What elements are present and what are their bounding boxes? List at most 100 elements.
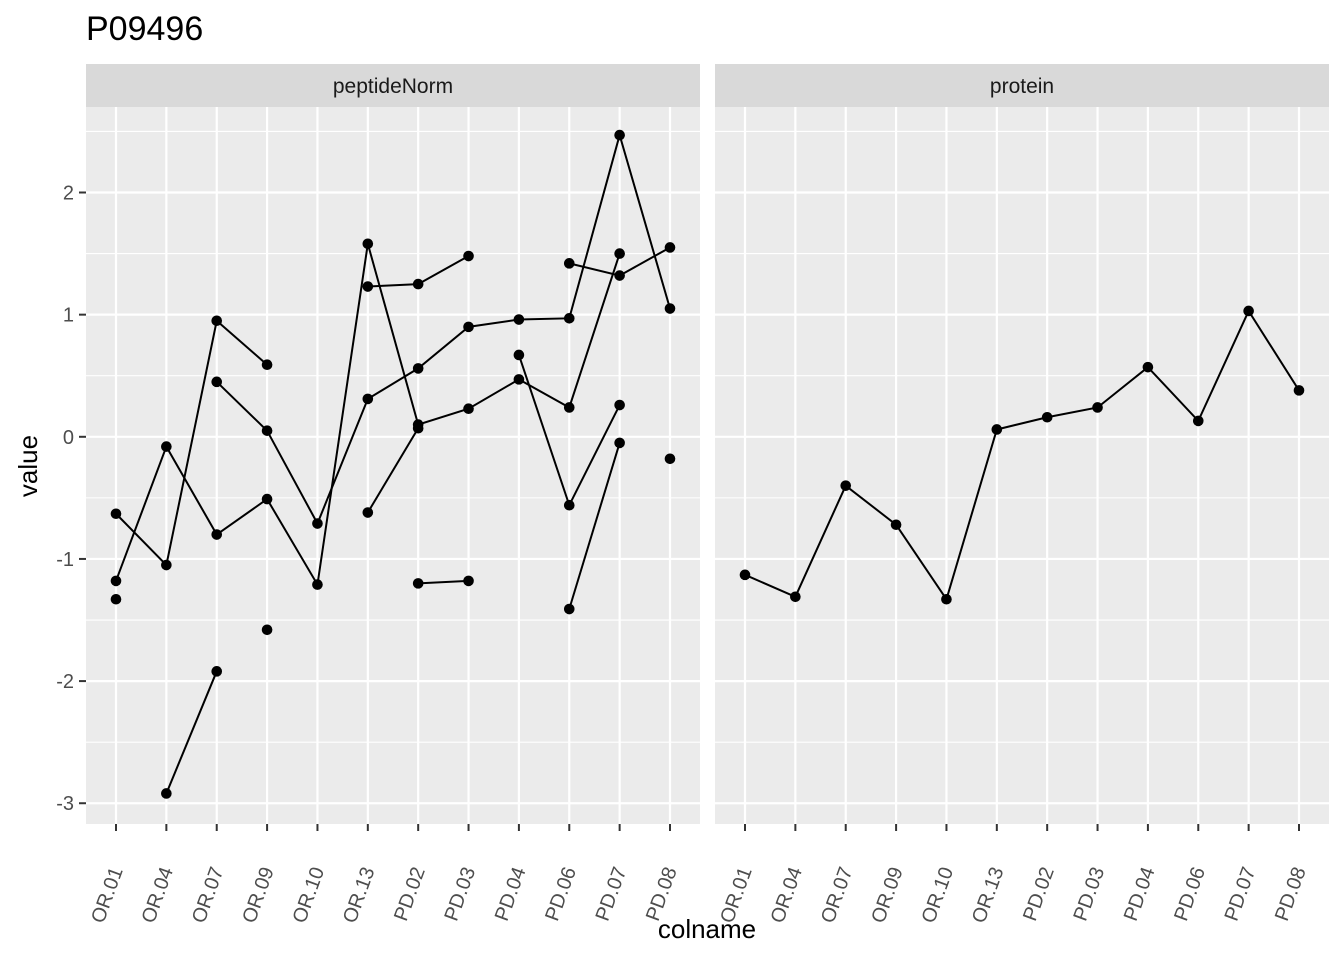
data-point bbox=[211, 376, 223, 388]
series-9 bbox=[563, 242, 676, 281]
data-point bbox=[463, 321, 474, 333]
facet-strip bbox=[86, 64, 700, 107]
data-point bbox=[991, 424, 1003, 435]
data-point bbox=[563, 313, 575, 324]
chart-title: P09496 bbox=[86, 10, 203, 48]
data-point bbox=[362, 238, 374, 250]
data-point bbox=[614, 129, 625, 141]
panel-background bbox=[715, 107, 1329, 824]
data-point bbox=[513, 314, 525, 325]
series-4 bbox=[161, 349, 625, 799]
x-tick-label: PD.04 bbox=[1120, 864, 1160, 924]
data-point bbox=[211, 315, 223, 327]
data-point bbox=[362, 393, 374, 405]
series-5 bbox=[261, 624, 273, 636]
y-tick-label: -2 bbox=[56, 671, 74, 693]
data-point bbox=[412, 363, 424, 374]
x-tick-label: PD.07 bbox=[1221, 864, 1261, 924]
data-point bbox=[614, 399, 625, 411]
data-point bbox=[312, 518, 323, 529]
facet-panel-peptideNorm: peptideNorm OR.01 OR.04 OR.07 OR.09 OR.10 OR.1… bbox=[56, 64, 700, 926]
series-line bbox=[568, 442, 621, 610]
data-point bbox=[261, 624, 273, 636]
x-tick-label: OR.13 bbox=[339, 864, 379, 926]
x-tick-label: PD.03 bbox=[1070, 864, 1110, 924]
data-point bbox=[1293, 385, 1305, 396]
series-10 bbox=[563, 437, 625, 615]
data-point bbox=[161, 441, 172, 452]
data-point bbox=[614, 437, 625, 449]
x-tick-label: OR.04 bbox=[767, 864, 807, 926]
data-point bbox=[261, 493, 273, 505]
data-point bbox=[513, 374, 525, 385]
x-tick-label: PD.07 bbox=[592, 864, 632, 924]
series-line bbox=[165, 670, 218, 794]
data-point bbox=[1192, 415, 1204, 427]
x-tick-label: OR.09 bbox=[867, 864, 907, 926]
x-tick-label: OR.09 bbox=[238, 864, 278, 926]
x-tick-label: PD.06 bbox=[1170, 864, 1210, 924]
series-11 bbox=[664, 453, 676, 465]
x-tick-label: OR.10 bbox=[918, 864, 958, 926]
x-tick-label: PD.06 bbox=[541, 864, 581, 924]
data-point bbox=[312, 579, 323, 590]
data-point bbox=[1041, 411, 1053, 423]
x-tick-label: OR.13 bbox=[968, 864, 1008, 926]
x-tick-label: OR.07 bbox=[188, 864, 228, 926]
x-tick-label: OR.04 bbox=[138, 864, 178, 926]
data-point bbox=[362, 281, 374, 292]
x-tick-label: PD.04 bbox=[491, 864, 531, 924]
x-tick-label: PD.02 bbox=[390, 864, 430, 924]
x-tick-label: PD.08 bbox=[1271, 864, 1311, 924]
x-tick-label: OR.07 bbox=[817, 864, 857, 926]
series-line bbox=[744, 308, 1300, 602]
series-3 bbox=[110, 129, 676, 605]
data-point bbox=[941, 593, 952, 605]
data-point bbox=[790, 591, 801, 603]
data-point bbox=[563, 258, 575, 269]
data-point bbox=[463, 250, 474, 262]
series-line bbox=[366, 427, 420, 514]
data-point bbox=[261, 425, 273, 436]
series-2 bbox=[110, 238, 625, 590]
series-8 bbox=[412, 575, 474, 589]
facet-strip-label: peptideNorm bbox=[333, 75, 453, 98]
data-point bbox=[161, 559, 172, 571]
data-point bbox=[840, 480, 852, 491]
y-tick-label: 1 bbox=[63, 305, 74, 327]
x-tick-label: PD.02 bbox=[1019, 864, 1059, 924]
data-point bbox=[463, 575, 474, 587]
data-point bbox=[563, 603, 575, 615]
series-line bbox=[216, 131, 671, 526]
data-point bbox=[110, 508, 122, 520]
data-point bbox=[563, 402, 575, 413]
data-point bbox=[211, 666, 223, 677]
y-axis-title: value bbox=[13, 435, 43, 497]
data-point bbox=[890, 519, 902, 531]
data-point bbox=[211, 529, 223, 540]
data-point bbox=[1243, 305, 1254, 317]
x-tick-label: PD.03 bbox=[441, 864, 481, 924]
series-1 bbox=[739, 305, 1305, 605]
series-1 bbox=[110, 315, 273, 571]
data-point bbox=[362, 507, 374, 518]
data-point bbox=[513, 349, 525, 361]
data-point bbox=[664, 453, 676, 465]
data-point bbox=[614, 270, 625, 281]
data-point bbox=[412, 278, 424, 290]
data-point bbox=[614, 248, 625, 259]
data-point bbox=[563, 499, 575, 511]
data-point bbox=[412, 422, 424, 434]
data-point bbox=[739, 569, 751, 581]
data-point bbox=[1142, 361, 1154, 373]
series-line bbox=[418, 579, 469, 585]
data-point bbox=[412, 578, 424, 589]
facet-strip bbox=[715, 64, 1329, 107]
data-point bbox=[110, 593, 122, 605]
x-axis-title: colname bbox=[658, 914, 756, 944]
data-point bbox=[1092, 402, 1103, 413]
y-tick-label: 0 bbox=[63, 427, 74, 449]
